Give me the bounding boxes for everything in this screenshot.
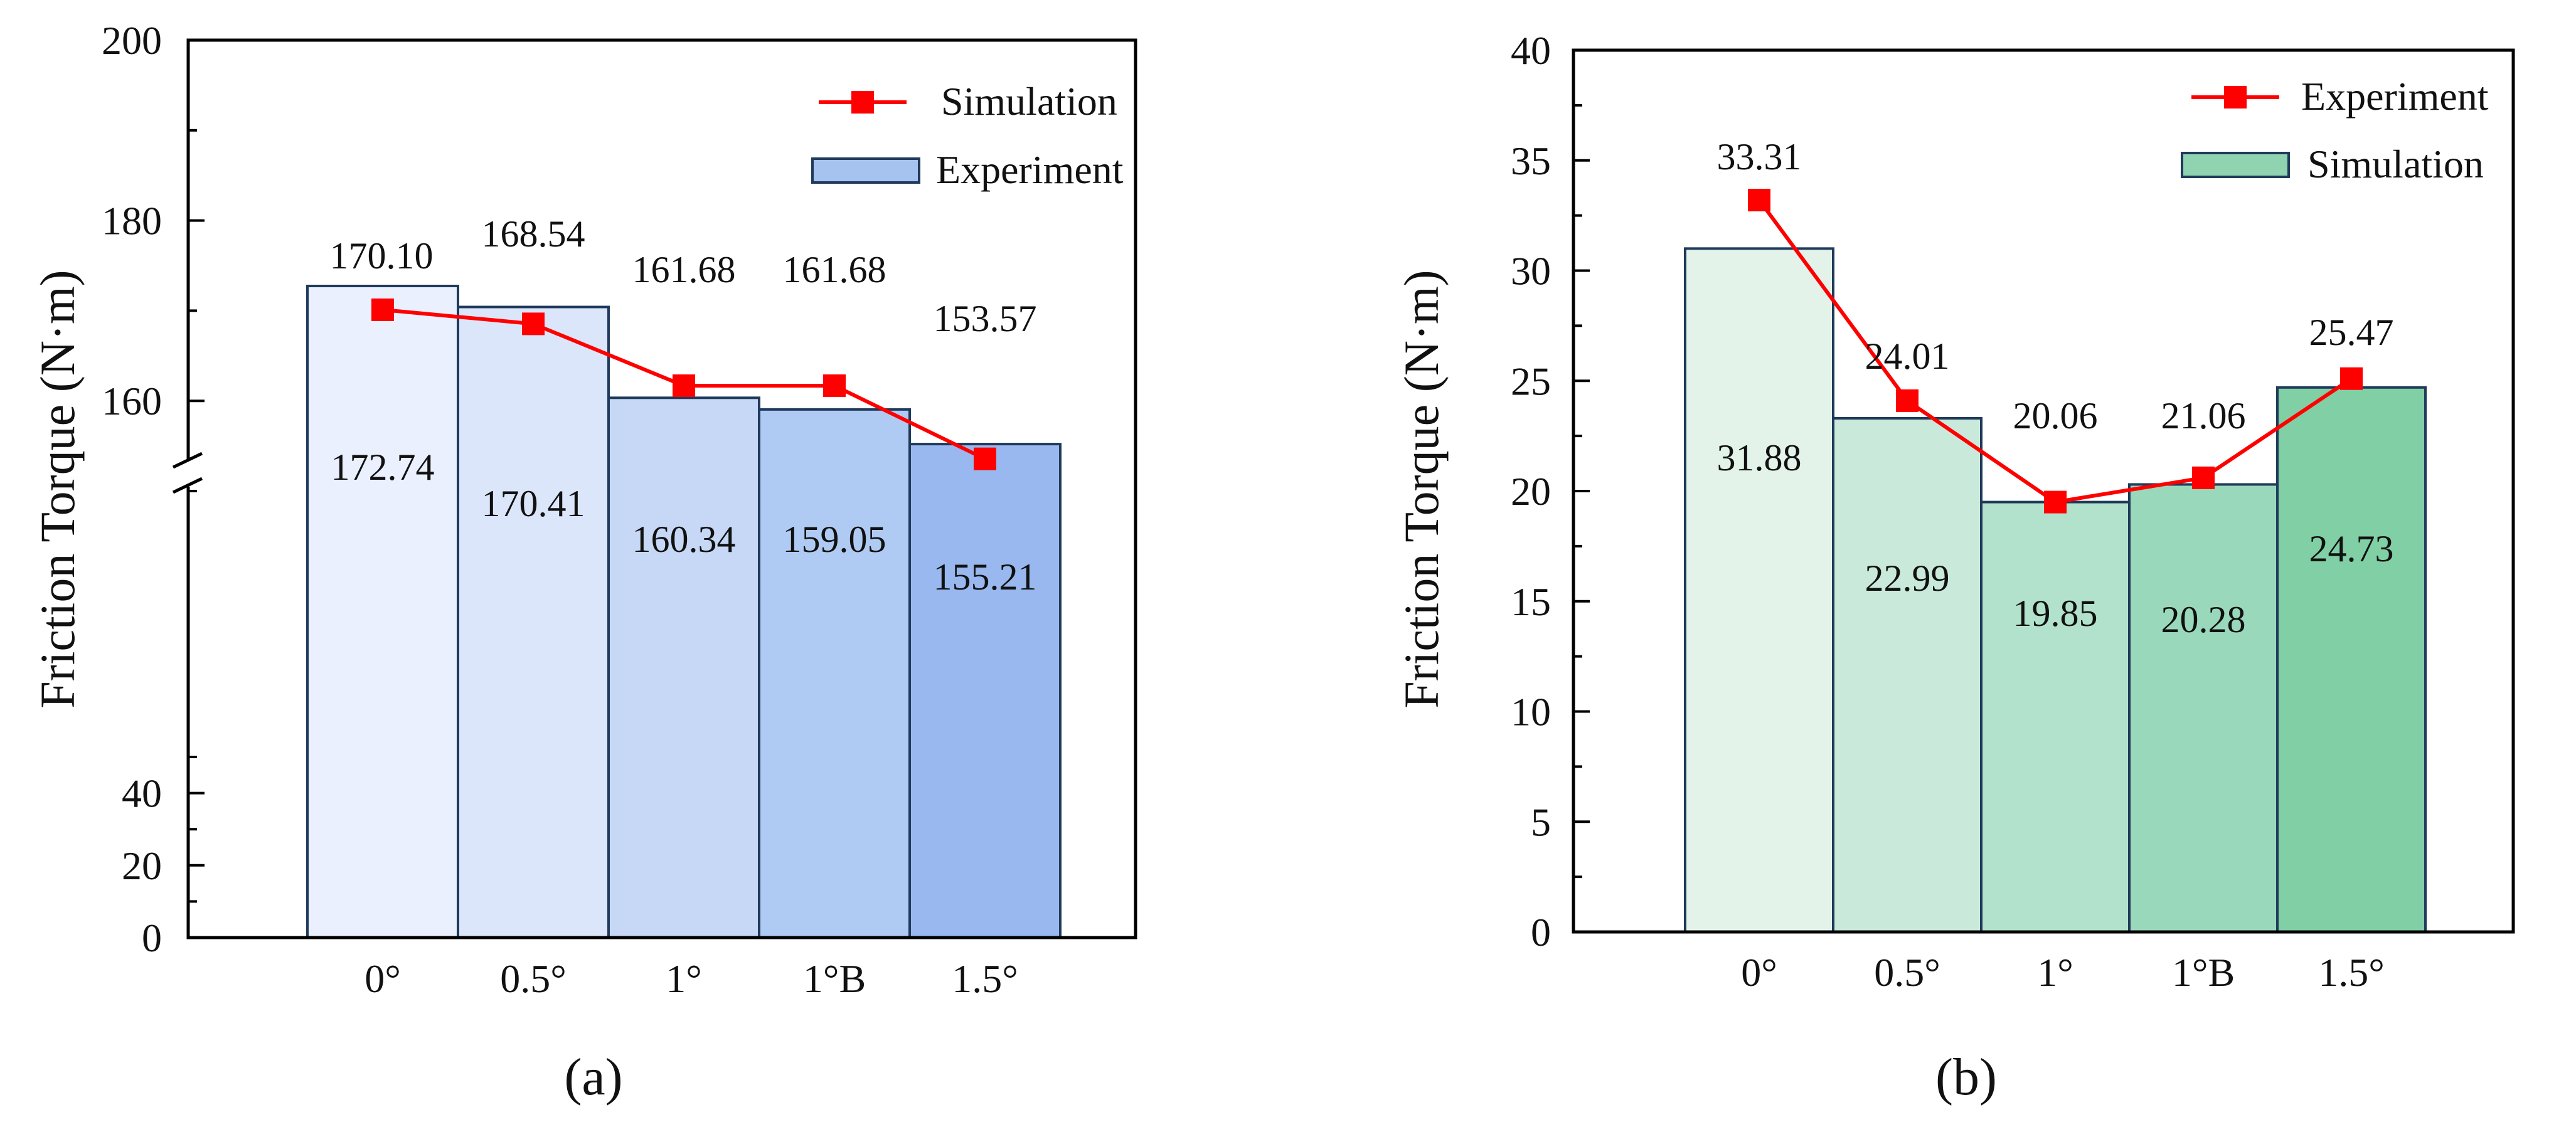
line-value-label-a-4: 153.57	[934, 298, 1037, 339]
bars-experiment-a	[306, 284, 1062, 939]
x-tick-label-a-1: 0.5°	[500, 956, 567, 1001]
plot-frame-a	[186, 38, 1137, 939]
y-tick-label-b-15: 15	[1511, 579, 1551, 624]
line-labels-a: 170.10 168.54 161.68 161.68 153.57	[330, 213, 1037, 339]
legend-line-label-b: Experiment	[2301, 74, 2489, 119]
y-axis-label-a: Friction Torque (N·m)	[30, 270, 85, 708]
bar-value-label-a-3: 159.05	[783, 519, 886, 560]
y-ticks-a: 0 20 40 160 180 200	[102, 18, 205, 960]
panel-label-a: (a)	[564, 1048, 622, 1106]
legend-a: Simulation Experiment	[811, 79, 1124, 192]
y-tick-label-a-40: 40	[122, 771, 162, 816]
bar-b-4	[2276, 386, 2427, 933]
series-marker-a-1	[522, 312, 545, 336]
bar-b-2	[1980, 500, 2131, 933]
x-tick-label-a-3: 1°B	[803, 956, 866, 1001]
legend-bar-label-a: Experiment	[936, 147, 1124, 192]
panel-label-b: (b)	[1935, 1048, 1997, 1106]
y-ticks-b: 0 5 10 15 20 25 30 35 40	[1511, 28, 1590, 955]
x-tick-label-a-4: 1.5°	[952, 956, 1018, 1001]
bar-value-label-b-1: 22.99	[1865, 558, 1950, 599]
line-series-simulation-a	[371, 298, 996, 470]
line-value-label-b-2: 20.06	[2013, 395, 2098, 436]
legend-line-label-a: Simulation	[941, 79, 1117, 124]
series-marker-b-1	[1896, 389, 1919, 412]
series-marker-b-4	[2340, 367, 2363, 390]
bar-a-0	[306, 284, 459, 939]
y-tick-label-b-10: 10	[1511, 690, 1551, 734]
bar-labels-b: 31.88 22.99 19.85 20.28 24.73	[1717, 437, 2394, 640]
chart-panel-a: 0 20 40 160 180 200 0° 0.5° 1° 1°B 1.5° 172.74 170…	[30, 18, 1137, 1106]
legend-bar-swatch-b	[2181, 152, 2290, 178]
y-tick-label-b-20: 20	[1511, 469, 1551, 514]
line-value-label-b-4: 25.47	[2309, 312, 2394, 353]
series-marker-a-0	[371, 298, 394, 321]
y-tick-label-a-20: 20	[122, 844, 162, 888]
bar-a-2	[607, 396, 760, 939]
series-marker-b-0	[1748, 189, 1770, 212]
y-tick-label-b-35: 35	[1511, 139, 1551, 183]
bar-value-label-b-2: 19.85	[2013, 593, 2098, 634]
bar-labels-a: 172.74 170.41 160.34 159.05 155.21	[331, 447, 1037, 598]
y-tick-label-a-180: 180	[102, 199, 162, 243]
x-tick-label-b-0: 0°	[1741, 950, 1777, 995]
legend-b: Experiment Simulation	[2181, 74, 2489, 186]
x-tick-label-b-2: 1°	[2037, 950, 2073, 995]
line-value-label-a-0: 170.10	[330, 235, 434, 277]
x-tick-label-a-2: 1°	[666, 956, 702, 1001]
axis-break-mark-lower-a	[172, 477, 203, 494]
line-value-label-a-1: 168.54	[482, 213, 585, 255]
y-tick-label-a-160: 160	[102, 379, 162, 423]
y-tick-label-a-0: 0	[142, 916, 162, 960]
series-marker-a-3	[823, 374, 846, 398]
y-tick-label-a-200: 200	[102, 18, 162, 63]
series-marker-a-2	[673, 374, 695, 398]
legend-line-marker-a	[851, 91, 874, 114]
bar-a-4	[908, 443, 1062, 939]
x-tick-label-b-1: 0.5°	[1874, 950, 1940, 995]
bar-value-label-a-0: 172.74	[331, 447, 435, 488]
x-tick-label-b-4: 1.5°	[2318, 950, 2385, 995]
x-tick-label-a-0: 0°	[365, 956, 401, 1001]
line-value-label-b-0: 33.31	[1717, 136, 1802, 177]
line-value-label-a-3: 161.68	[783, 249, 886, 290]
series-marker-b-2	[2044, 490, 2067, 514]
line-value-label-b-3: 21.06	[2161, 395, 2246, 436]
series-marker-b-3	[2192, 466, 2215, 489]
line-series-experiment-b	[1748, 189, 2363, 514]
y-tick-label-b-40: 40	[1511, 28, 1551, 73]
y-tick-label-b-25: 25	[1511, 359, 1551, 403]
bar-value-label-a-2: 160.34	[632, 519, 736, 560]
y-tick-label-b-0: 0	[1531, 910, 1551, 955]
legend-bar-label-b: Simulation	[2307, 142, 2484, 186]
legend-line-marker-b	[2224, 86, 2247, 108]
bar-value-label-a-4: 155.21	[934, 556, 1037, 598]
bar-b-0	[1684, 247, 1834, 934]
line-labels-b: 33.31 24.01 20.06 21.06 25.47	[1717, 136, 2394, 436]
x-ticks-b: 0° 0.5° 1° 1°B 1.5°	[1741, 950, 2385, 995]
bar-value-label-b-4: 24.73	[2309, 528, 2394, 569]
chart-panel-b: 0 5 10 15 20 25 30 35 40 0° 0.5° 1° 1°B 1.5° 31.88 22…	[1394, 28, 2515, 1106]
bar-b-1	[1832, 417, 1983, 933]
bars-simulation-b	[1684, 247, 2427, 934]
bar-value-label-b-0: 31.88	[1717, 437, 1802, 479]
line-value-label-a-2: 161.68	[632, 249, 736, 290]
legend-bar-swatch-a	[811, 157, 920, 184]
bar-a-3	[758, 408, 911, 939]
series-marker-a-4	[974, 447, 996, 470]
line-value-label-b-1: 24.01	[1865, 336, 1950, 377]
x-tick-label-b-3: 1°B	[2172, 950, 2235, 995]
bar-b-3	[2128, 483, 2279, 933]
bar-value-label-a-1: 170.41	[482, 483, 585, 524]
y-axis-label-b: Friction Torque (N·m)	[1394, 270, 1449, 708]
y-tick-label-b-30: 30	[1511, 249, 1551, 294]
bar-value-label-b-3: 20.28	[2161, 599, 2246, 640]
y-tick-label-b-5: 5	[1531, 800, 1551, 844]
bar-a-1	[457, 305, 610, 939]
axis-break-mark-upper-a	[172, 452, 203, 469]
plot-frame-b	[1572, 48, 2515, 934]
x-ticks-a: 0° 0.5° 1° 1°B 1.5°	[365, 956, 1018, 1001]
